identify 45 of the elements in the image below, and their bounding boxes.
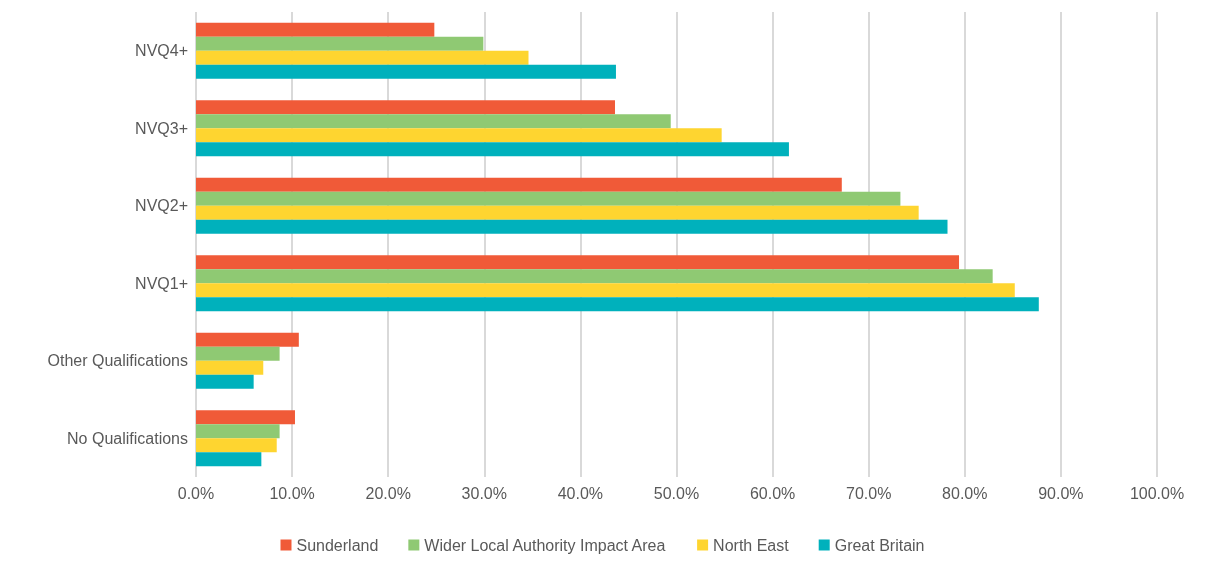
y-tick-label: NVQ3+ xyxy=(135,119,188,137)
legend-label: North East xyxy=(713,536,790,554)
bar xyxy=(196,374,254,389)
y-tick-label: NVQ2+ xyxy=(135,197,188,215)
y-tick-label: No Qualifications xyxy=(67,429,188,447)
bar xyxy=(196,283,1015,298)
x-tick-label: 40.0% xyxy=(557,484,604,502)
bar xyxy=(196,410,295,425)
y-tick-label: NVQ4+ xyxy=(135,42,188,60)
bar xyxy=(196,100,615,115)
legend-label: Sunderland xyxy=(296,536,379,554)
bar xyxy=(196,332,299,347)
x-tick-label: 80.0% xyxy=(942,484,988,502)
x-tick-label: 20.0% xyxy=(365,484,411,502)
bar xyxy=(196,114,671,129)
bar xyxy=(196,22,435,37)
x-tick-label: 50.0% xyxy=(653,484,700,502)
bar xyxy=(196,177,842,192)
x-tick-label: 70.0% xyxy=(846,484,892,502)
legend-label: Great Britain xyxy=(834,536,925,554)
bar xyxy=(196,424,280,439)
x-tick-label: 90.0% xyxy=(1038,484,1084,502)
bar xyxy=(196,297,1039,312)
bar xyxy=(196,269,993,284)
bar xyxy=(196,255,960,270)
bar xyxy=(196,64,616,79)
bar xyxy=(196,36,484,51)
x-tick-label: 0.0% xyxy=(177,484,215,502)
y-tick-label: NVQ1+ xyxy=(135,274,188,292)
bar xyxy=(196,452,262,467)
bar xyxy=(196,360,264,375)
bar xyxy=(196,128,722,143)
x-tick-label: 100.0% xyxy=(1129,484,1185,502)
bar xyxy=(196,50,529,65)
bar xyxy=(196,346,280,361)
bar xyxy=(196,219,948,234)
bar xyxy=(196,438,277,453)
x-tick-label: 10.0% xyxy=(269,484,315,502)
x-tick-label: 30.0% xyxy=(461,484,507,502)
bar xyxy=(196,191,901,206)
bar xyxy=(196,205,919,220)
bar xyxy=(196,142,789,157)
legend-label: Wider Local Authority Impact Area xyxy=(424,536,666,554)
y-tick-label: Other Qualifications xyxy=(47,352,188,370)
x-tick-label: 60.0% xyxy=(749,484,796,502)
